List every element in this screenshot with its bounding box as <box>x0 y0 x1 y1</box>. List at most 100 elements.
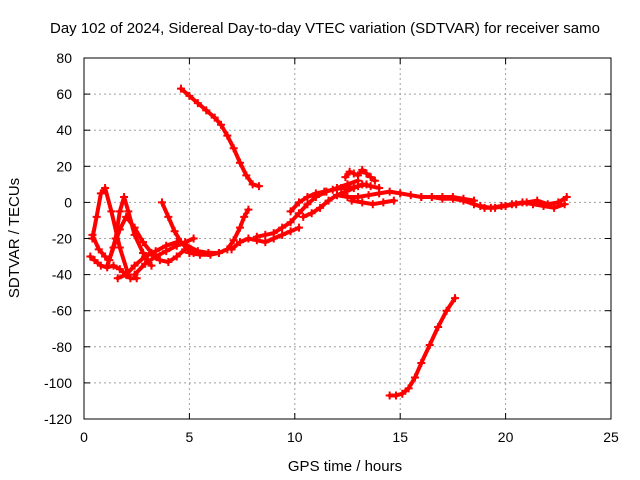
data-point <box>242 171 251 180</box>
data-point <box>539 202 548 211</box>
data-point <box>122 212 131 221</box>
y-axis-label: SDTVAR / TECUs <box>6 178 23 298</box>
data-point <box>425 340 434 349</box>
data-point <box>341 187 350 196</box>
x-tick-label: 0 <box>80 429 88 445</box>
data-point <box>227 245 236 254</box>
data-point <box>375 189 384 198</box>
data-point <box>417 359 426 368</box>
data-point <box>248 180 257 189</box>
data-point <box>141 259 150 268</box>
data-point <box>261 230 270 239</box>
data-point <box>229 144 238 153</box>
data-point <box>358 165 367 174</box>
data-point <box>451 294 460 303</box>
data-point <box>261 238 270 247</box>
data-point <box>362 169 371 178</box>
data-point <box>124 207 133 216</box>
data-point <box>206 250 215 259</box>
data-point <box>115 265 124 274</box>
y-tick-label: 0 <box>64 194 72 210</box>
data-point <box>295 223 304 232</box>
data-point <box>170 227 179 236</box>
data-point <box>151 252 160 261</box>
data-point <box>235 238 244 247</box>
data-point <box>147 261 156 270</box>
data-point <box>229 236 238 245</box>
data-point <box>172 252 181 261</box>
data-point <box>155 256 164 265</box>
data-point <box>139 238 148 247</box>
data-point <box>358 180 367 189</box>
data-point <box>550 203 559 212</box>
data-point <box>349 183 358 192</box>
data-point <box>448 194 457 203</box>
data-point <box>185 91 194 100</box>
data-point <box>214 248 223 257</box>
data-point <box>130 223 139 232</box>
data-point <box>195 250 204 259</box>
data-point <box>358 198 367 207</box>
data-point <box>368 200 377 209</box>
data-point <box>459 196 468 205</box>
data-point <box>364 191 373 200</box>
data-point <box>244 205 253 214</box>
data-point <box>122 270 131 279</box>
chart-title: Day 102 of 2024, Sidereal Day-to-day VTE… <box>50 20 600 37</box>
x-tick-label: 10 <box>287 429 303 445</box>
data-point <box>341 173 350 182</box>
data-point <box>427 192 436 201</box>
data-point <box>278 230 287 239</box>
data-point <box>396 189 405 198</box>
data-point <box>254 182 263 191</box>
data-point <box>295 209 304 218</box>
data-point <box>88 230 97 239</box>
data-point <box>434 322 443 331</box>
data-point <box>379 198 388 207</box>
data-point <box>389 196 398 205</box>
data-point <box>343 192 352 201</box>
data-point <box>391 391 400 400</box>
data-point <box>345 167 354 176</box>
data-point <box>185 248 194 257</box>
axis-ticks: 0 5 10 15 20 25 -120 -100 -80 -60 -40 -20 0 20 40 60 80 <box>44 50 619 445</box>
y-tick-label: -120 <box>44 411 72 427</box>
data-point <box>311 189 320 198</box>
data-point <box>240 212 249 221</box>
data-point <box>130 270 139 279</box>
data-point <box>189 234 198 243</box>
data-point <box>115 225 124 234</box>
data-point <box>303 200 312 209</box>
data-point <box>560 200 569 209</box>
data-point <box>120 192 129 201</box>
data-point <box>101 252 110 261</box>
series-layer <box>86 84 571 400</box>
data-point <box>366 182 375 191</box>
data-point <box>497 202 506 211</box>
data-point <box>486 203 495 212</box>
data-point <box>157 198 166 207</box>
series-arc-8-trace <box>179 86 261 189</box>
y-tick-label: 40 <box>56 122 72 138</box>
data-point <box>286 218 295 227</box>
data-point <box>193 99 202 108</box>
y-tick-label: -80 <box>52 339 72 355</box>
x-tick-label: 25 <box>603 429 619 445</box>
data-point <box>476 202 485 211</box>
data-point <box>303 192 312 201</box>
data-point <box>130 261 139 270</box>
data-point <box>332 191 341 200</box>
data-point <box>406 191 415 200</box>
data-point <box>94 245 103 254</box>
data-point <box>286 207 295 216</box>
y-tick-label: -40 <box>52 267 72 283</box>
data-point <box>115 207 124 216</box>
data-point <box>176 84 185 93</box>
data-point <box>210 113 219 122</box>
y-tick-label: 20 <box>56 158 72 174</box>
data-point <box>109 243 118 252</box>
data-point <box>90 256 99 265</box>
data-point <box>410 373 419 382</box>
data-point <box>278 223 287 232</box>
